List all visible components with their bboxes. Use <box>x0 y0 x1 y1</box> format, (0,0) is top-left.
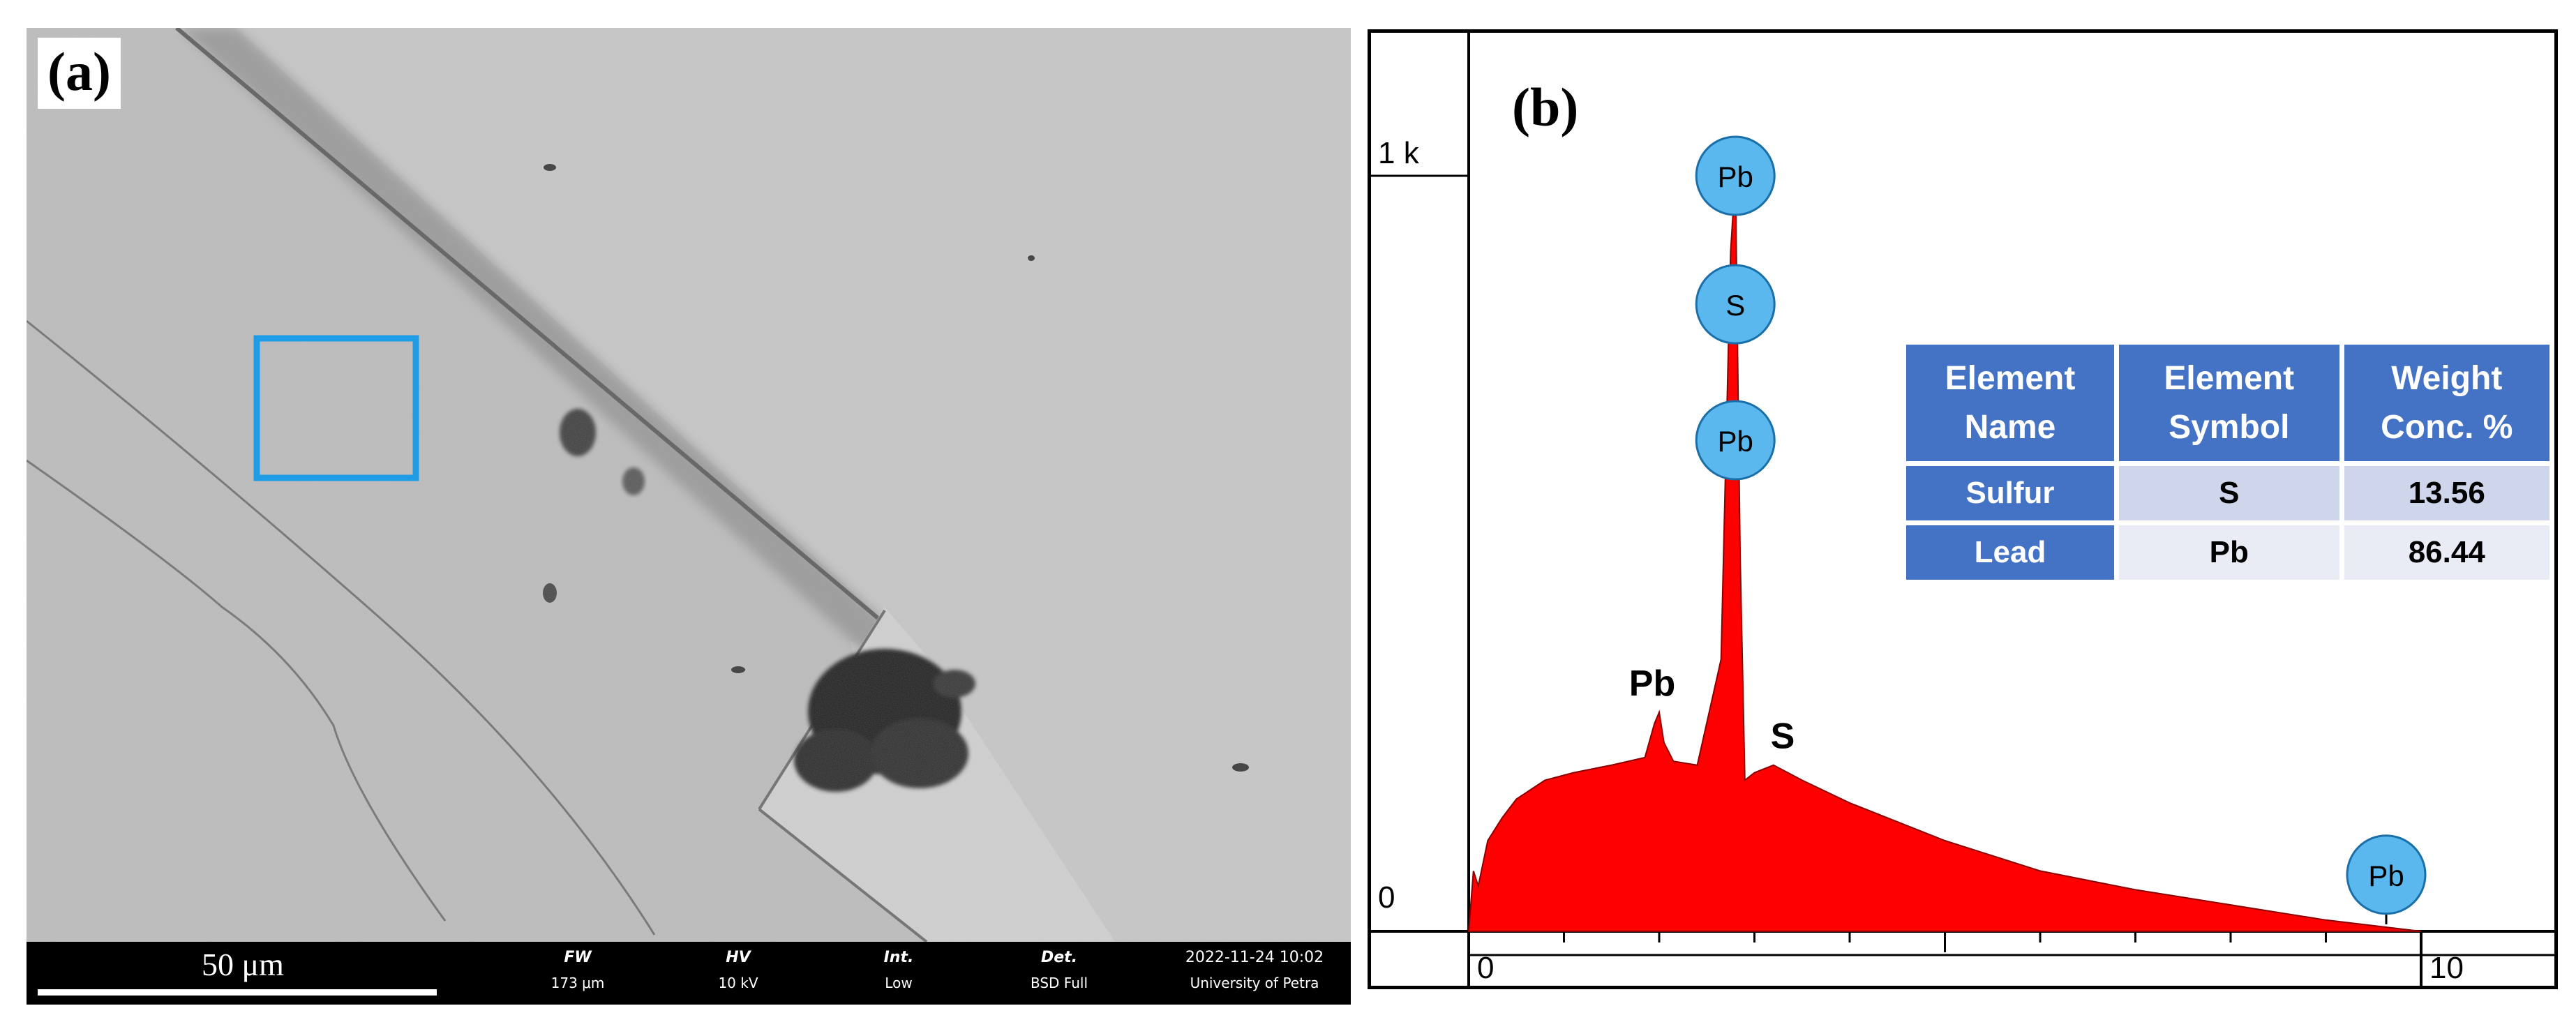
table-row: Lead Pb 86.44 <box>1906 525 2549 580</box>
info-fw: FW 173 μm <box>508 949 647 991</box>
info-hv: HV 10 kV <box>668 949 808 991</box>
info-label: Int. <box>883 949 914 966</box>
peak-marker-label: Pb <box>2368 859 2404 892</box>
peak-marker-circle <box>1695 400 1776 481</box>
info-label: HV <box>726 949 751 966</box>
weight-conc-cell: 13.56 <box>2344 466 2549 521</box>
scale-bar-label: 50 μm <box>202 947 284 982</box>
sem-image-panel: (a) 50 μm FW 173 μm HV 10 kV Int. Low De… <box>27 28 1351 1005</box>
element-name-cell: Sulfur <box>1906 466 2114 521</box>
x-tick-label: 10 <box>2429 951 2464 985</box>
info-label: Det. <box>1040 949 1078 966</box>
eds-spectrum-panel: 0 10 0 1 k Pb S Pb Pb S Pb (b) Element Name Elem… <box>1368 29 2558 989</box>
info-label: 2022-11-24 10:02 <box>1185 949 1324 966</box>
composition-table: Element Name Element Symbol Weight Conc.… <box>1901 340 2554 585</box>
column-header: Weight Conc. % <box>2344 345 2549 462</box>
x-tick-label: 0 <box>1477 951 1494 985</box>
element-name-cell: Lead <box>1906 525 2114 580</box>
peak-marker-label: Pb <box>1718 425 1753 458</box>
info-date: 2022-11-24 10:02 University of Petra <box>1164 949 1345 991</box>
info-label: FW <box>564 949 592 966</box>
info-det: Det. BSD Full <box>989 949 1129 991</box>
sem-info-bar: 50 μm FW 173 μm HV 10 kV Int. Low Det. B… <box>27 942 1351 1005</box>
sem-micrograph <box>27 28 1351 942</box>
y-tick-label: 0 <box>1378 880 1395 915</box>
peak-marker-label: S <box>1725 289 1745 322</box>
element-symbol-cell: Pb <box>2118 525 2339 580</box>
peak-marker-circle <box>2346 834 2427 915</box>
info-value: University of Petra <box>1190 975 1319 991</box>
spectrum-area <box>1467 175 2422 932</box>
weight-conc-cell: 86.44 <box>2344 525 2549 580</box>
peak-marker-label: Pb <box>1718 160 1753 193</box>
noise-texture <box>27 28 1351 942</box>
element-symbol-cell: S <box>2118 466 2339 521</box>
column-header: Element Symbol <box>2118 345 2339 462</box>
peak-label: S <box>1771 716 1795 757</box>
peak-label: Pb <box>1629 663 1675 704</box>
info-value: Low <box>885 975 913 991</box>
peak-marker-circle <box>1695 135 1776 216</box>
scale-bar <box>38 989 437 996</box>
panel-b-label: (b) <box>1512 77 1579 137</box>
column-header: Element Name <box>1906 345 2114 462</box>
info-int: Int. Low <box>829 949 968 991</box>
info-value: BSD Full <box>1030 975 1088 991</box>
peak-marker-circle <box>1695 264 1776 345</box>
info-value: 10 kV <box>718 975 758 991</box>
table-header-row: Element Name Element Symbol Weight Conc.… <box>1906 345 2549 462</box>
y-tick-label: 1 k <box>1378 136 1420 170</box>
table-row: Sulfur S 13.56 <box>1906 466 2549 521</box>
roi-selection-box <box>253 335 419 481</box>
info-value: 173 μm <box>551 975 605 991</box>
panel-a-label: (a) <box>38 38 121 109</box>
